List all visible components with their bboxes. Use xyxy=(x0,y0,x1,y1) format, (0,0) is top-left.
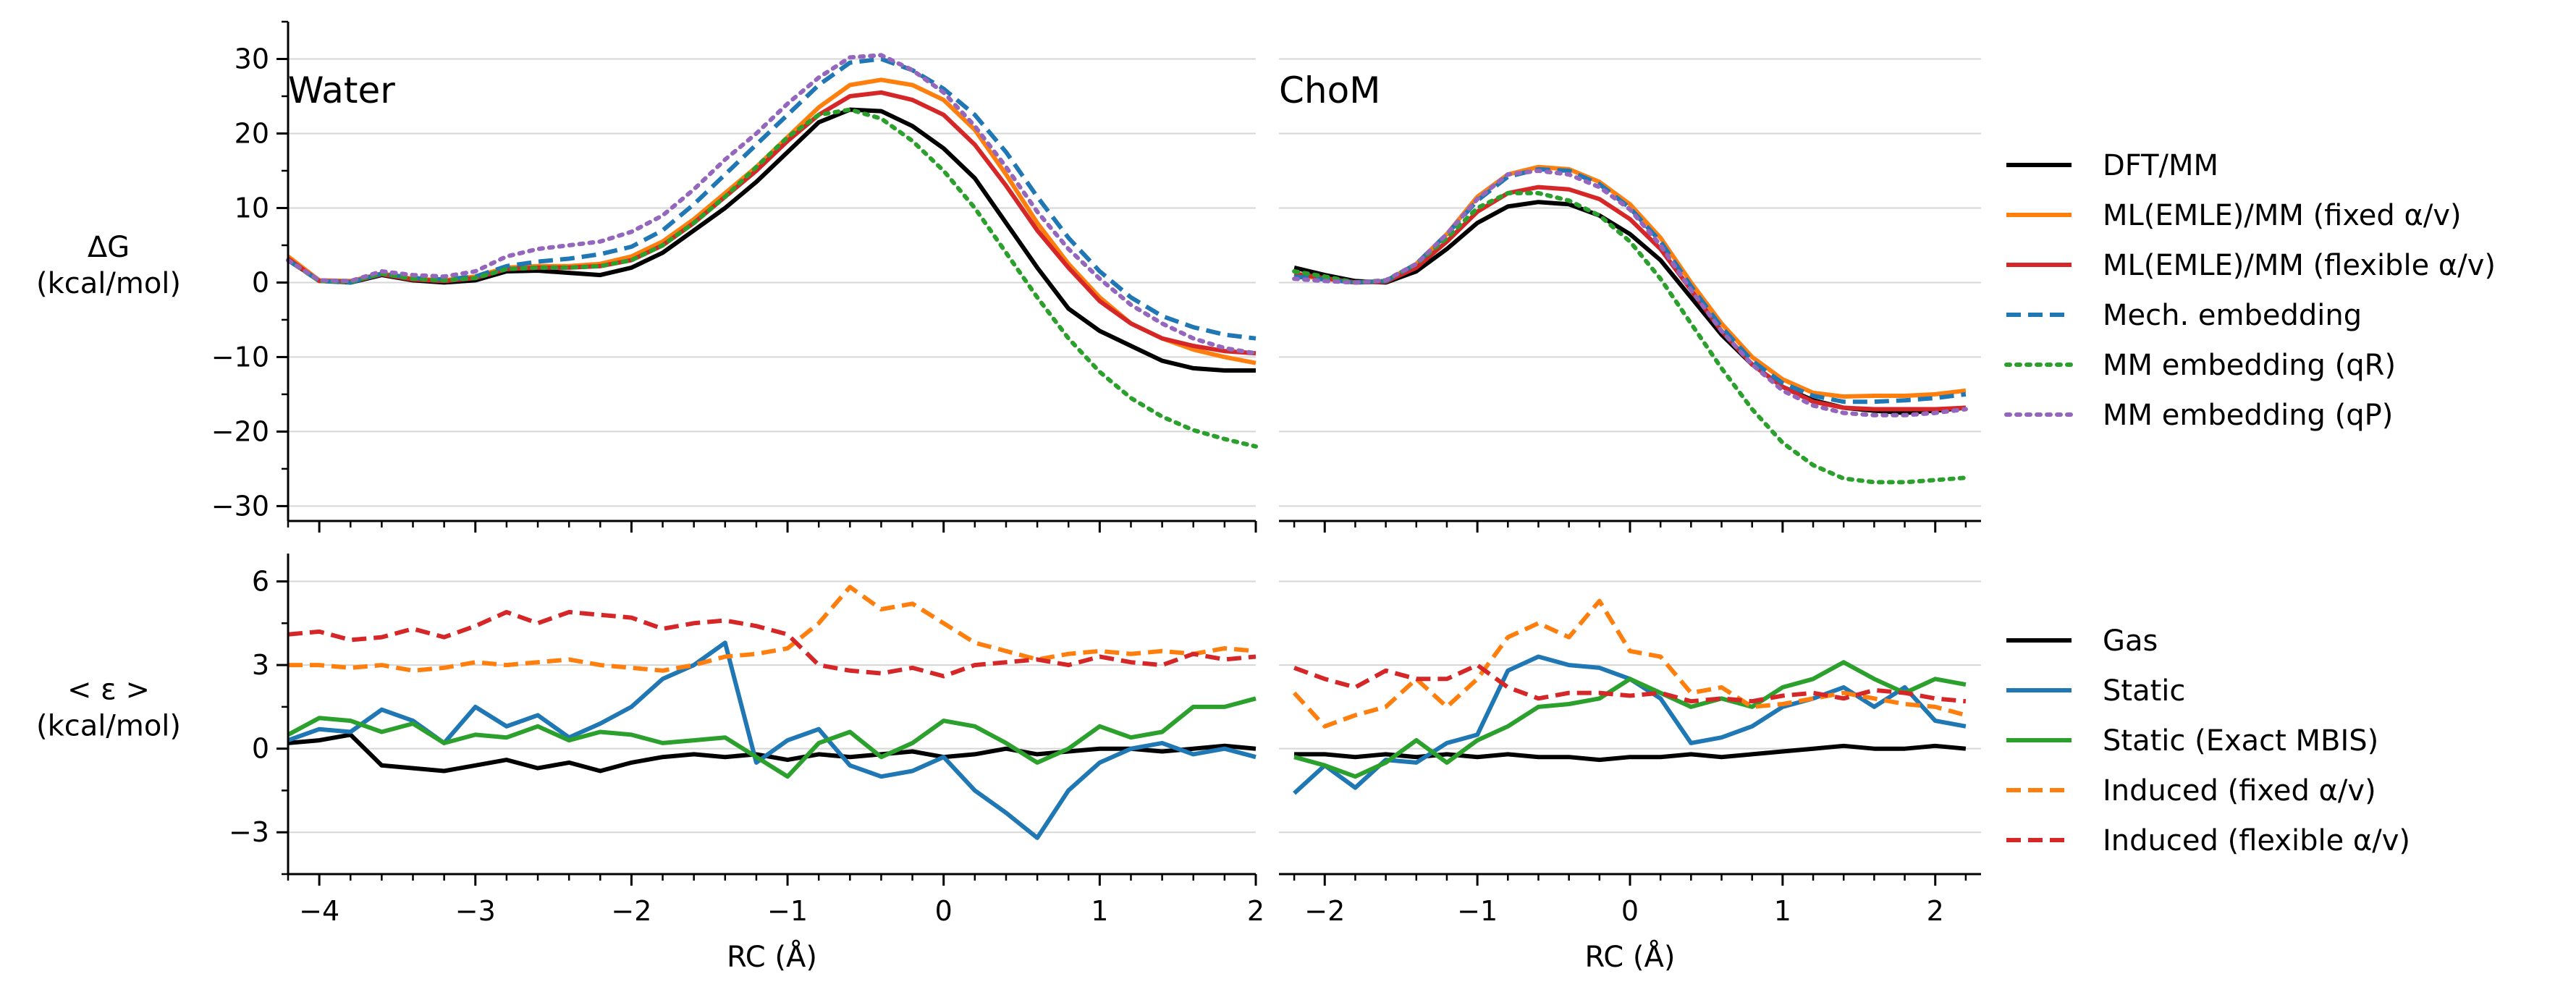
legend-label: Static (Exact MBIS) xyxy=(2103,724,2378,758)
x-tick-label: −2 xyxy=(1304,895,1345,927)
x-tick-label: 0 xyxy=(935,895,953,927)
x-tick-label: −3 xyxy=(455,895,496,927)
x-tick-label: 1 xyxy=(1774,895,1791,927)
y-axis-label: ΔG xyxy=(88,231,130,264)
y-axis-label: (kcal/mol) xyxy=(36,267,181,300)
y-tick-label: −30 xyxy=(211,490,269,522)
x-tick-label: 0 xyxy=(1621,895,1639,927)
series-line-0 xyxy=(287,107,1256,373)
y-tick-label: 0 xyxy=(252,733,269,765)
x-tick-label: −2 xyxy=(611,895,651,927)
x-tick-label: −4 xyxy=(299,895,339,927)
x-tick-label: 2 xyxy=(1247,895,1264,927)
series-line-2 xyxy=(287,90,1257,356)
panels: −30−20−100102030WaterΔG(kcal/mol)ChoM−30… xyxy=(36,20,1981,974)
x-tick-label: 2 xyxy=(1927,895,1944,927)
series-line-3 xyxy=(1292,598,1967,729)
y-tick-label: −3 xyxy=(229,816,269,848)
y-tick-label: −20 xyxy=(211,415,269,447)
series-line-3 xyxy=(288,585,1257,673)
panel-bottom-right: −2 −1 0 1 2 RC (Å) xyxy=(1279,580,1981,974)
y-tick-label: 20 xyxy=(235,117,269,149)
legend-bottom: Gas Static Static (Exact MBIS) Induced (fix… xyxy=(2006,624,2410,857)
y-tick-label: 6 xyxy=(252,566,269,598)
legend-label: ML(EMLE)/MM (flexible α/v) xyxy=(2103,249,2496,282)
series-line-2 xyxy=(1293,660,1967,779)
y-tick-label: 0 xyxy=(252,266,269,298)
y-axis-label: < ε > xyxy=(67,674,150,707)
y-tick-label: 3 xyxy=(252,649,269,681)
legend-label: Static xyxy=(2103,674,2185,708)
series-line-5 xyxy=(1292,169,1968,418)
legend-label: MM embedding (qR) xyxy=(2103,349,2396,382)
series-line-0 xyxy=(287,732,1257,774)
y-tick-label: 30 xyxy=(235,43,269,75)
panel-title: ChoM xyxy=(1279,69,1380,111)
series-line-2 xyxy=(1293,185,1967,412)
series-line-0 xyxy=(1293,200,1967,415)
series-line-1 xyxy=(1293,164,1967,399)
panel-bottom-left: −3 0 3 6 −4 −3 −2 −1 0 1 2 RC (Å) < ε >(kcal/mol) xyxy=(36,554,1264,974)
x-tick-label: −1 xyxy=(1457,895,1498,927)
panel-title: Water xyxy=(288,69,395,111)
legend-label: Induced (fixed α/v) xyxy=(2103,774,2376,808)
x-axis-label: RC (Å) xyxy=(1584,939,1675,974)
legend-label: Mech. embedding xyxy=(2103,299,2362,332)
y-tick-label: −10 xyxy=(211,341,269,373)
series-line-4 xyxy=(286,107,1258,449)
series-line-4 xyxy=(1293,663,1967,704)
legend-label: MM embedding (qP) xyxy=(2103,399,2393,432)
x-axis-label: RC (Å) xyxy=(727,939,817,974)
y-tick-label: 10 xyxy=(235,192,269,224)
panel-top-right: ChoM xyxy=(1279,58,1981,533)
x-tick-label: −1 xyxy=(767,895,808,927)
series-line-4 xyxy=(287,609,1257,679)
series-line-1 xyxy=(287,640,1257,840)
series-line-1 xyxy=(287,77,1257,365)
series-line-3 xyxy=(287,56,1257,341)
legend-label: Induced (flexible α/v) xyxy=(2103,824,2410,857)
legend-label: DFT/MM xyxy=(2103,149,2218,182)
legend-top: DFT/MM ML(EMLE)/MM (fixed α/v) ML(EMLE)/MM… xyxy=(2004,149,2496,432)
panel-top-left: −30 −20 −10 0 10 20 30 Water ΔG(kcal/mol) xyxy=(36,20,1258,533)
legend-label: Gas xyxy=(2103,624,2158,658)
series-line-5 xyxy=(286,53,1258,356)
legend-label: ML(EMLE)/MM (fixed α/v) xyxy=(2103,199,2462,232)
y-axis-label: (kcal/mol) xyxy=(36,710,181,743)
series-line-2 xyxy=(287,696,1257,779)
series-line-0 xyxy=(1294,743,1967,763)
x-tick-label: 1 xyxy=(1091,895,1108,927)
